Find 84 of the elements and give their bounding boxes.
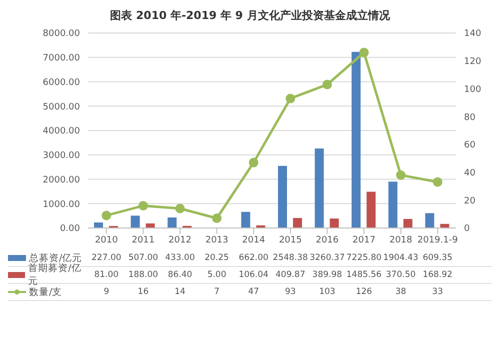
y-tick-label: 7000.00 bbox=[42, 54, 80, 64]
data-label: 433.00 bbox=[164, 253, 196, 263]
point bbox=[432, 177, 442, 187]
x-tick-label: 2011 bbox=[132, 235, 155, 246]
data-label: 188.00 bbox=[127, 270, 160, 280]
y-tick-label: 2000.00 bbox=[42, 175, 80, 186]
data-label: 370.50 bbox=[384, 270, 417, 280]
data-label: 609.35 bbox=[422, 253, 454, 263]
y2-tick-label: 140 bbox=[464, 29, 482, 40]
data-label: 47 bbox=[247, 287, 260, 297]
legend-label: 首期募资/亿元 bbox=[28, 262, 82, 287]
point bbox=[359, 48, 369, 58]
data-label: 81.00 bbox=[93, 270, 120, 280]
data-label: 662.00 bbox=[238, 253, 270, 263]
y2-tick-label: 100 bbox=[464, 84, 482, 95]
point bbox=[286, 94, 296, 104]
data-label: 106.04 bbox=[238, 270, 270, 280]
data-label: 3260.37 bbox=[308, 253, 346, 263]
data-label: 38 bbox=[394, 287, 408, 297]
bar bbox=[388, 182, 398, 228]
data-label: 103 bbox=[318, 287, 336, 297]
data-label: 2548.38 bbox=[272, 253, 309, 263]
bar bbox=[278, 166, 287, 228]
data-label: 93 bbox=[284, 287, 297, 297]
data-label: 409.87 bbox=[274, 270, 306, 280]
y2-tick-label: 40 bbox=[464, 168, 476, 178]
bar bbox=[403, 218, 412, 228]
y-tick-label: 0.00 bbox=[60, 224, 80, 234]
point bbox=[248, 158, 258, 168]
y-tick-label: 5000.00 bbox=[42, 102, 80, 112]
data-label: 33 bbox=[431, 287, 444, 297]
x-tick-label: 2019.1-9 bbox=[417, 235, 458, 246]
y-tick-label: 3000.00 bbox=[42, 151, 80, 162]
x-tick-label: 2010 bbox=[94, 235, 118, 246]
point bbox=[138, 200, 148, 210]
point bbox=[396, 170, 406, 180]
point bbox=[175, 204, 185, 214]
bar bbox=[330, 218, 339, 228]
y-tick-label: 1000.00 bbox=[42, 200, 80, 210]
y2-tick-label: 20 bbox=[464, 196, 476, 206]
y2-tick-label: 120 bbox=[464, 57, 482, 68]
bar bbox=[94, 222, 103, 228]
point bbox=[322, 80, 332, 90]
data-label: 86.40 bbox=[166, 270, 194, 280]
data-label: 7 bbox=[213, 287, 220, 297]
data-label: 14 bbox=[174, 287, 186, 297]
data-label: 9 bbox=[102, 287, 110, 297]
data-label: 5.00 bbox=[206, 270, 228, 280]
y-tick-label: 6000.00 bbox=[42, 78, 80, 88]
data-label: 7225.80 bbox=[346, 253, 382, 263]
data-label: 507.00 bbox=[127, 253, 160, 263]
x-tick-label: 2013 bbox=[205, 235, 228, 246]
chart-title: 图表 2010 年-2019 年 9 月文化产业投资基金成立情况 bbox=[109, 8, 391, 23]
y-tick-label: 4000.00 bbox=[42, 126, 80, 137]
x-tick-label: 2017 bbox=[352, 235, 376, 246]
data-label: 227.00 bbox=[90, 253, 122, 263]
data-label: 20.25 bbox=[204, 253, 230, 263]
bar bbox=[293, 218, 302, 228]
y2-tick-label: 0 bbox=[464, 224, 470, 234]
data-label: 1904.43 bbox=[382, 253, 420, 263]
x-tick-label: 2018 bbox=[389, 235, 413, 246]
bar bbox=[168, 217, 177, 228]
bar bbox=[425, 213, 434, 228]
x-tick-label: 2014 bbox=[242, 235, 266, 246]
data-label: 389.98 bbox=[311, 270, 344, 280]
y2-tick-label: 80 bbox=[464, 112, 476, 123]
bar bbox=[130, 216, 140, 228]
x-tick-label: 2016 bbox=[316, 235, 339, 246]
bar bbox=[314, 148, 324, 228]
bar bbox=[366, 192, 376, 228]
data-label: 126 bbox=[354, 287, 374, 297]
data-label: 1485.56 bbox=[346, 270, 382, 280]
bar bbox=[241, 212, 250, 228]
legend-label: 数量/支 bbox=[29, 286, 62, 298]
data-label: 168.92 bbox=[422, 270, 454, 280]
x-tick-label: 2012 bbox=[168, 235, 192, 246]
point bbox=[102, 210, 112, 220]
x-tick-label: 2015 bbox=[278, 235, 302, 246]
y-tick-label: 8000.00 bbox=[42, 29, 80, 40]
legend-label: 总募资/亿元 bbox=[29, 252, 82, 264]
y2-tick-label: 60 bbox=[464, 140, 476, 151]
point bbox=[212, 214, 222, 223]
data-label: 16 bbox=[136, 287, 150, 297]
bar bbox=[352, 52, 361, 228]
